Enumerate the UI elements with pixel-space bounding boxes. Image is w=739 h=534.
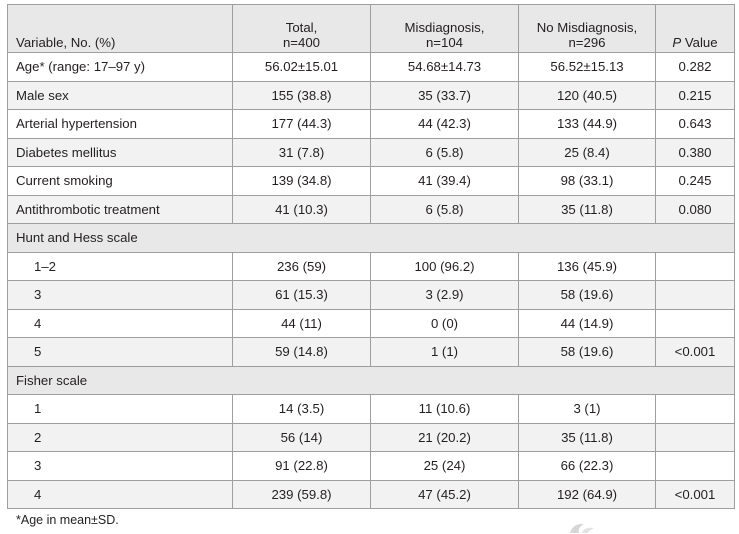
cell-p-value xyxy=(655,251,735,281)
cell-misdiagnosis: 44 (42.3) xyxy=(370,109,519,139)
cell-no-misdiagnosis: 66 (22.3) xyxy=(518,451,656,481)
group-title: Hunt and Hess scale xyxy=(7,223,735,253)
header-misdiagnosis: Misdiagnosis, n=104 xyxy=(370,4,519,53)
cell-total: 236 (59) xyxy=(232,251,371,281)
cell-total: 44 (11) xyxy=(232,308,371,338)
group-title: Fisher scale xyxy=(7,365,735,395)
cell-no-misdiagnosis: 133 (44.9) xyxy=(518,109,656,139)
cell-p-value: 0.080 xyxy=(655,194,735,224)
table-row: Current smoking 139 (34.8) 41 (39.4) 98 … xyxy=(7,166,735,196)
row-label: 4 xyxy=(7,308,233,338)
watermark-logo xyxy=(570,523,594,533)
cell-misdiagnosis: 100 (96.2) xyxy=(370,251,519,281)
row-label: 4 xyxy=(7,479,233,509)
row-label: Male sex xyxy=(7,80,233,110)
header-no-misdiagnosis: No Misdiagnosis, n=296 xyxy=(518,4,656,53)
table-row: 2 56 (14) 21 (20.2) 35 (11.8) xyxy=(7,422,735,452)
row-label: Current smoking xyxy=(7,166,233,196)
cell-p-value: 0.215 xyxy=(655,80,735,110)
table-row: 4 44 (11) 0 (0) 44 (14.9) xyxy=(7,308,735,338)
cell-p-value xyxy=(655,394,735,424)
cell-p-value xyxy=(655,451,735,481)
header-total: Total, n=400 xyxy=(232,4,371,53)
table-row: Antithrombotic treatment 41 (10.3) 6 (5.… xyxy=(7,194,735,224)
cell-no-misdiagnosis: 3 (1) xyxy=(518,394,656,424)
cell-total: 14 (3.5) xyxy=(232,394,371,424)
cell-misdiagnosis: 35 (33.7) xyxy=(370,80,519,110)
cell-misdiagnosis: 47 (45.2) xyxy=(370,479,519,509)
cell-no-misdiagnosis: 56.52±15.13 xyxy=(518,52,656,82)
cell-total: 61 (15.3) xyxy=(232,280,371,310)
characteristics-table: Variable, No. (%) Total, n=400 Misdiagnos… xyxy=(7,4,735,509)
header-p-value: P Value xyxy=(655,4,735,53)
cell-total: 56 (14) xyxy=(232,422,371,452)
cell-total: 59 (14.8) xyxy=(232,337,371,367)
cell-total: 239 (59.8) xyxy=(232,479,371,509)
group-header-hunt-hess: Hunt and Hess scale xyxy=(7,223,735,253)
cell-total: 31 (7.8) xyxy=(232,137,371,167)
table-row: 1 14 (3.5) 11 (10.6) 3 (1) xyxy=(7,394,735,424)
cell-total: 91 (22.8) xyxy=(232,451,371,481)
cell-p-value: <0.001 xyxy=(655,337,735,367)
table-row: 3 61 (15.3) 3 (2.9) 58 (19.6) xyxy=(7,280,735,310)
table-row: 1–2 236 (59) 100 (96.2) 136 (45.9) xyxy=(7,251,735,281)
row-label: Antithrombotic treatment xyxy=(7,194,233,224)
cell-misdiagnosis: 54.68±14.73 xyxy=(370,52,519,82)
cell-p-value xyxy=(655,308,735,338)
row-label: 3 xyxy=(7,451,233,481)
table-row: Arterial hypertension 177 (44.3) 44 (42.… xyxy=(7,109,735,139)
cell-misdiagnosis: 6 (5.8) xyxy=(370,194,519,224)
table-row: Age* (range: 17–97 y) 56.02±15.01 54.68±… xyxy=(7,52,735,82)
cell-misdiagnosis: 1 (1) xyxy=(370,337,519,367)
cell-misdiagnosis: 6 (5.8) xyxy=(370,137,519,167)
cell-p-value: <0.001 xyxy=(655,479,735,509)
cell-total: 177 (44.3) xyxy=(232,109,371,139)
table-header-row: Variable, No. (%) Total, n=400 Misdiagnos… xyxy=(7,4,735,53)
cell-p-value: 0.245 xyxy=(655,166,735,196)
cell-misdiagnosis: 3 (2.9) xyxy=(370,280,519,310)
table-row: 4 239 (59.8) 47 (45.2) 192 (64.9) <0.001 xyxy=(7,479,735,509)
cell-no-misdiagnosis: 192 (64.9) xyxy=(518,479,656,509)
table-row: 3 91 (22.8) 25 (24) 66 (22.3) xyxy=(7,451,735,481)
row-label: Diabetes mellitus xyxy=(7,137,233,167)
cell-total: 155 (38.8) xyxy=(232,80,371,110)
cell-p-value: 0.643 xyxy=(655,109,735,139)
cell-misdiagnosis: 11 (10.6) xyxy=(370,394,519,424)
cell-p-value: 0.282 xyxy=(655,52,735,82)
cell-p-value: 0.380 xyxy=(655,137,735,167)
cell-no-misdiagnosis: 120 (40.5) xyxy=(518,80,656,110)
table-row: Diabetes mellitus 31 (7.8) 6 (5.8) 25 (8… xyxy=(7,137,735,167)
row-label: 1 xyxy=(7,394,233,424)
cell-misdiagnosis: 25 (24) xyxy=(370,451,519,481)
row-label: Age* (range: 17–97 y) xyxy=(7,52,233,82)
row-label: 2 xyxy=(7,422,233,452)
cell-no-misdiagnosis: 35 (11.8) xyxy=(518,194,656,224)
cell-misdiagnosis: 41 (39.4) xyxy=(370,166,519,196)
row-label: 3 xyxy=(7,280,233,310)
table-row: 5 59 (14.8) 1 (1) 58 (19.6) <0.001 xyxy=(7,337,735,367)
cell-total: 139 (34.8) xyxy=(232,166,371,196)
row-label: 1–2 xyxy=(7,251,233,281)
cell-no-misdiagnosis: 44 (14.9) xyxy=(518,308,656,338)
table-footnote: *Age in mean±SD. xyxy=(16,513,119,527)
row-label: 5 xyxy=(7,337,233,367)
row-label: Arterial hypertension xyxy=(7,109,233,139)
cell-p-value xyxy=(655,422,735,452)
cell-total: 41 (10.3) xyxy=(232,194,371,224)
cell-total: 56.02±15.01 xyxy=(232,52,371,82)
cell-no-misdiagnosis: 136 (45.9) xyxy=(518,251,656,281)
cell-no-misdiagnosis: 35 (11.8) xyxy=(518,422,656,452)
cell-misdiagnosis: 0 (0) xyxy=(370,308,519,338)
cell-no-misdiagnosis: 25 (8.4) xyxy=(518,137,656,167)
group-header-fisher: Fisher scale xyxy=(7,365,735,395)
cell-no-misdiagnosis: 58 (19.6) xyxy=(518,280,656,310)
cell-misdiagnosis: 21 (20.2) xyxy=(370,422,519,452)
table-row: Male sex 155 (38.8) 35 (33.7) 120 (40.5)… xyxy=(7,80,735,110)
cell-no-misdiagnosis: 58 (19.6) xyxy=(518,337,656,367)
header-variable: Variable, No. (%) xyxy=(7,4,233,53)
cell-no-misdiagnosis: 98 (33.1) xyxy=(518,166,656,196)
cell-p-value xyxy=(655,280,735,310)
